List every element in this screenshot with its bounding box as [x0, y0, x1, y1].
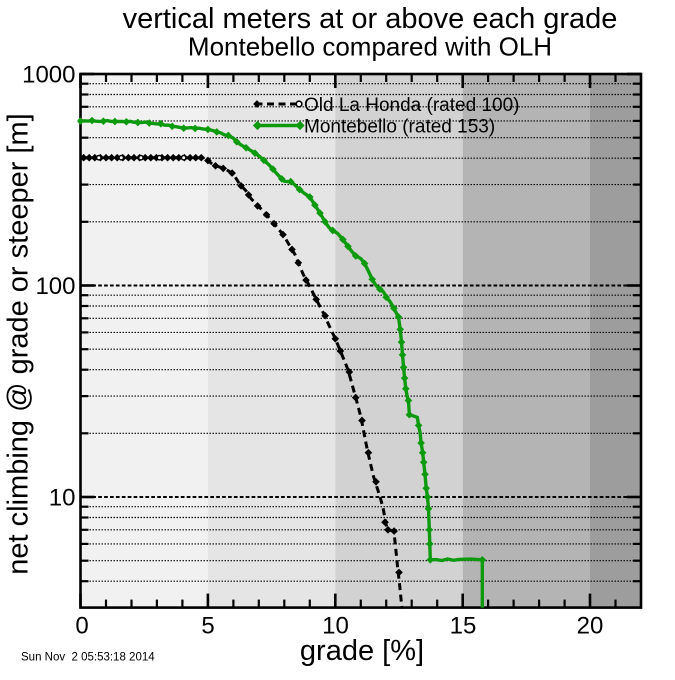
- svg-text:Old La Honda (rated 100): Old La Honda (rated 100): [304, 95, 519, 116]
- svg-text:100: 100: [35, 273, 75, 300]
- svg-text:1000: 1000: [22, 62, 75, 89]
- svg-text:grade [%]: grade [%]: [300, 635, 424, 667]
- svg-text:10: 10: [322, 613, 349, 640]
- svg-text:15: 15: [450, 613, 477, 640]
- svg-text:net climbing @ grade or steepe: net climbing @ grade or steeper [m]: [3, 113, 35, 574]
- svg-text:0: 0: [75, 613, 88, 640]
- svg-text:5: 5: [201, 613, 214, 640]
- svg-text:Montebello compared with OLH: Montebello compared with OLH: [188, 32, 552, 62]
- svg-text:20: 20: [577, 613, 604, 640]
- svg-text:10: 10: [49, 485, 76, 512]
- svg-text:Montebello (rated 153): Montebello (rated 153): [304, 116, 495, 137]
- svg-text:vertical meters at or above ea: vertical meters at or above each grade: [123, 3, 618, 35]
- svg-text:Sun Nov 2 05:53:18 2014: Sun Nov 2 05:53:18 2014: [21, 652, 155, 664]
